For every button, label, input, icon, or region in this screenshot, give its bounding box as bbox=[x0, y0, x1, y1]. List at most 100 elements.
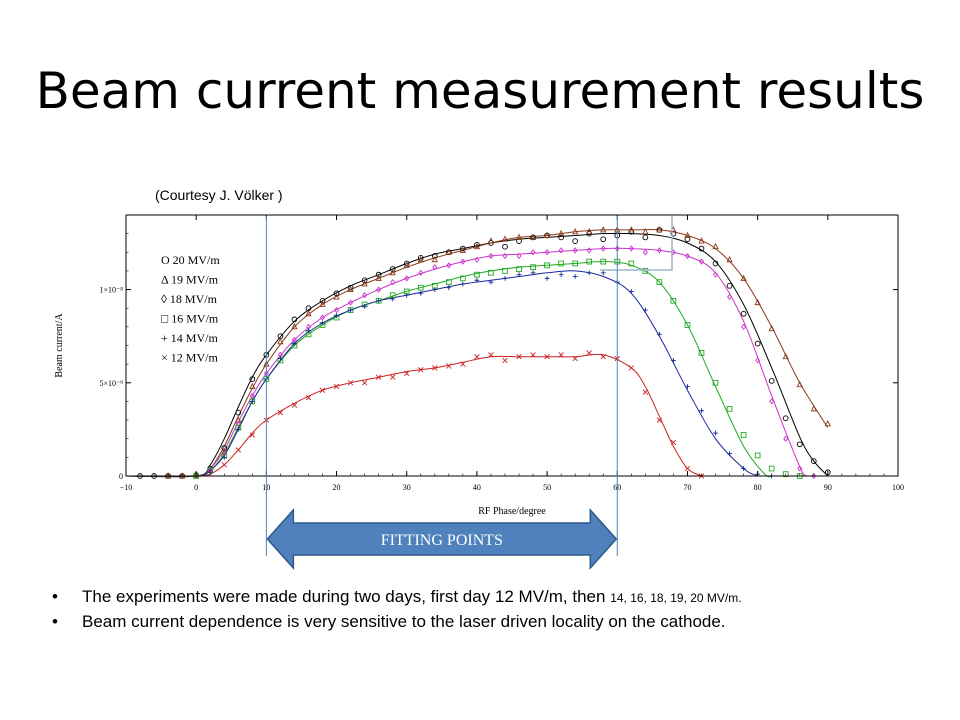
data-point-circle bbox=[796, 441, 803, 448]
data-point-triangle bbox=[221, 447, 228, 455]
data-point-plus bbox=[530, 270, 536, 276]
data-point-plus bbox=[474, 277, 480, 283]
data-point-cross bbox=[361, 380, 368, 386]
data-point-diamond bbox=[348, 299, 354, 306]
data-point-diamond bbox=[755, 357, 761, 364]
data-point-square bbox=[544, 262, 550, 269]
data-point-plus bbox=[460, 281, 466, 287]
data-point-diamond bbox=[811, 472, 817, 480]
data-point-plus bbox=[306, 328, 311, 333]
data-point-diamond bbox=[656, 247, 662, 254]
data-point-diamond bbox=[488, 252, 494, 260]
data-point-cross bbox=[530, 352, 536, 358]
fitting-points-overlay: FITTING POINTS bbox=[265, 216, 673, 570]
data-point-diamond bbox=[249, 392, 255, 399]
data-point-cross bbox=[333, 383, 340, 390]
data-point-diamond bbox=[544, 249, 550, 256]
data-point-diamond bbox=[741, 323, 747, 330]
data-point-plus bbox=[656, 331, 662, 337]
data-point-triangle bbox=[277, 337, 284, 345]
fitting-points-label: FITTING POINTS bbox=[381, 532, 503, 549]
bullet-small-text-1: 14, 16, 18, 19, 20 MV/m. bbox=[610, 591, 742, 605]
chart-legend: O 20 MV/m Δ 19 MV/m ◊ 18 MV/m □ 16 MV/m + 14… bbox=[161, 253, 220, 365]
data-point-triangle bbox=[586, 227, 593, 235]
fit-curve-cross bbox=[125, 353, 702, 477]
data-point-diamond bbox=[727, 293, 733, 301]
data-point-square bbox=[417, 284, 424, 291]
data-point-square bbox=[698, 350, 705, 356]
data-point-diamond bbox=[404, 275, 410, 282]
data-point-triangle bbox=[754, 298, 761, 306]
data-point-plus bbox=[572, 274, 578, 279]
data-point-diamond bbox=[698, 258, 704, 265]
data-point-cross bbox=[249, 432, 256, 438]
data-point-triangle bbox=[375, 274, 382, 281]
data-point-triangle bbox=[347, 285, 354, 293]
data-point-diamond bbox=[390, 278, 396, 286]
data-point-cross bbox=[221, 462, 227, 468]
y-axis-label: Beam current/A bbox=[54, 313, 65, 378]
data-point-diamond bbox=[235, 420, 241, 427]
courtesy-note: (Courtesy J. Völker ) bbox=[155, 187, 283, 203]
data-point-plus bbox=[348, 307, 353, 313]
data-point-diamond bbox=[334, 306, 340, 314]
data-point-square bbox=[782, 471, 789, 477]
data-point-triangle bbox=[249, 382, 256, 389]
data-point-cross bbox=[628, 365, 635, 371]
data-point-triangle bbox=[361, 280, 368, 287]
data-point-triangle bbox=[193, 471, 200, 478]
data-point-plus bbox=[544, 275, 550, 281]
data-point-circle bbox=[249, 376, 256, 382]
data-point-plus bbox=[249, 399, 255, 404]
x-tick-label: 100 bbox=[892, 483, 904, 492]
data-point-cross bbox=[389, 374, 396, 380]
x-tick-label: 50 bbox=[543, 483, 551, 492]
legend-entry: □ 16 MV/m bbox=[161, 312, 219, 326]
data-point-circle bbox=[782, 415, 789, 422]
data-point-plus bbox=[699, 408, 704, 414]
data-point-diamond bbox=[628, 245, 634, 252]
data-point-cross bbox=[558, 352, 564, 358]
data-point-circle bbox=[712, 260, 719, 267]
data-point-square bbox=[600, 258, 607, 265]
data-point-diamond bbox=[376, 286, 382, 293]
data-point-plus bbox=[432, 287, 438, 292]
chart-axes: −10010203040506070809010005×10⁻⁹1×10⁻⁸RF… bbox=[54, 214, 904, 517]
data-markers bbox=[137, 226, 831, 480]
data-point-cross bbox=[235, 447, 242, 453]
data-point-diamond bbox=[460, 258, 466, 265]
x-tick-label: 0 bbox=[194, 483, 198, 492]
data-point-triangle bbox=[810, 405, 817, 412]
data-point-triangle bbox=[712, 242, 719, 250]
data-point-diamond bbox=[684, 252, 690, 260]
data-point-circle bbox=[600, 236, 607, 243]
data-point-diamond bbox=[642, 249, 648, 256]
data-point-square bbox=[460, 275, 466, 282]
data-point-plus bbox=[713, 430, 718, 436]
data-point-triangle bbox=[740, 274, 747, 281]
data-point-plus bbox=[404, 292, 410, 298]
legend-entry: O 20 MV/m bbox=[161, 253, 220, 267]
y-tick-label: 0 bbox=[119, 472, 123, 481]
data-point-circle bbox=[810, 458, 817, 464]
data-point-cross bbox=[516, 353, 522, 360]
data-point-circle bbox=[502, 243, 508, 250]
data-point-plus bbox=[586, 270, 592, 276]
fit-curve-circle bbox=[125, 232, 829, 478]
data-point-square bbox=[670, 297, 677, 304]
data-point-square bbox=[684, 322, 691, 328]
data-point-circle bbox=[375, 271, 382, 278]
data-point-diamond bbox=[783, 435, 789, 442]
data-point-plus bbox=[376, 298, 382, 304]
data-point-triangle bbox=[600, 226, 607, 233]
data-point-cross bbox=[600, 353, 606, 360]
fit-curve-triangle bbox=[125, 229, 829, 478]
x-tick-label: −10 bbox=[120, 483, 133, 492]
data-point-cross bbox=[684, 465, 691, 472]
data-point-cross bbox=[642, 389, 649, 395]
data-point-plus bbox=[362, 303, 368, 309]
legend-entry: Δ 19 MV/m bbox=[161, 273, 219, 287]
data-point-diamond bbox=[530, 249, 536, 256]
data-point-triangle bbox=[529, 233, 537, 240]
data-point-triangle bbox=[291, 323, 298, 330]
